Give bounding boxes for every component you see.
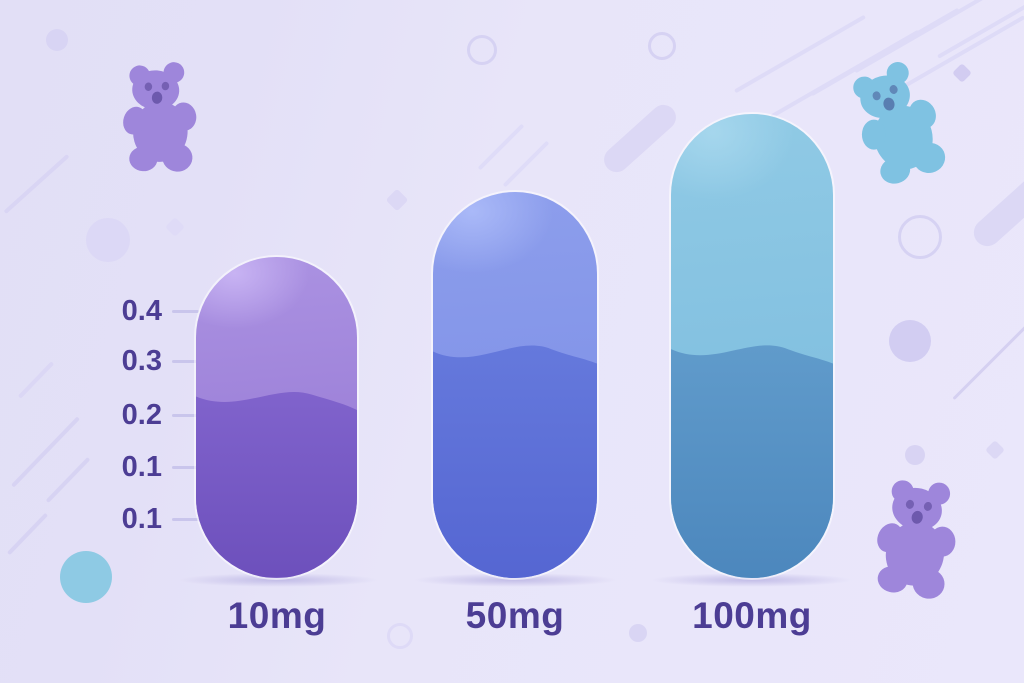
y-axis-tick-label: 0.4 xyxy=(121,295,162,327)
y-axis-tick-label: 0.2 xyxy=(121,399,162,431)
gummy-bear-icon xyxy=(116,58,203,175)
gummy-bear-icon xyxy=(843,55,953,190)
ring-icon xyxy=(898,215,942,259)
capsule-bar-10mg xyxy=(196,257,357,578)
category-label-10mg: 10mg xyxy=(227,595,327,636)
y-axis-tick-mark xyxy=(172,310,199,313)
liquid-fill-wave xyxy=(196,392,357,578)
capsule-streak-decoration xyxy=(968,167,1024,252)
category-label-50mg: 50mg xyxy=(465,595,565,636)
category-label-100mg: 100mg xyxy=(692,595,812,636)
y-axis-tick-mark xyxy=(172,360,199,363)
speed-line-decoration xyxy=(45,457,91,503)
speed-line-decoration xyxy=(477,123,525,171)
ring-icon xyxy=(467,35,497,65)
capsule-bar-100mg xyxy=(671,114,833,578)
dot-decoration xyxy=(889,320,931,362)
diamond-icon xyxy=(985,440,1005,460)
speed-line-decoration xyxy=(6,512,49,556)
liquid-fill-wave xyxy=(671,345,833,578)
diamond-icon xyxy=(385,188,409,212)
ring-icon xyxy=(387,623,413,649)
y-axis-tick-mark xyxy=(172,518,199,521)
speed-line-decoration xyxy=(3,154,70,214)
gummy-bear-icon xyxy=(863,470,972,605)
dot-decoration xyxy=(86,218,130,262)
y-axis-tick-mark xyxy=(172,466,199,469)
y-axis-tick-label: 0.1 xyxy=(121,451,162,483)
diamond-icon xyxy=(165,217,185,237)
speed-line-decoration xyxy=(502,140,550,188)
y-axis-tick-mark xyxy=(172,414,199,417)
speed-line-decoration xyxy=(952,322,1024,401)
capsule-streak-decoration xyxy=(598,99,682,178)
dot-decoration xyxy=(905,445,925,465)
diamond-icon xyxy=(952,63,972,83)
speed-line-decoration xyxy=(937,0,1024,59)
capsule-bar-50mg xyxy=(433,192,597,578)
ring-icon xyxy=(648,32,676,60)
liquid-fill-wave xyxy=(433,345,597,578)
y-axis-tick-label: 0.3 xyxy=(121,345,162,377)
speed-line-decoration xyxy=(17,361,55,399)
y-axis-tick-label: 0.1 xyxy=(121,503,162,535)
dot-decoration xyxy=(629,624,647,642)
teal-circle-decoration xyxy=(60,551,112,603)
dot-decoration xyxy=(46,29,68,51)
